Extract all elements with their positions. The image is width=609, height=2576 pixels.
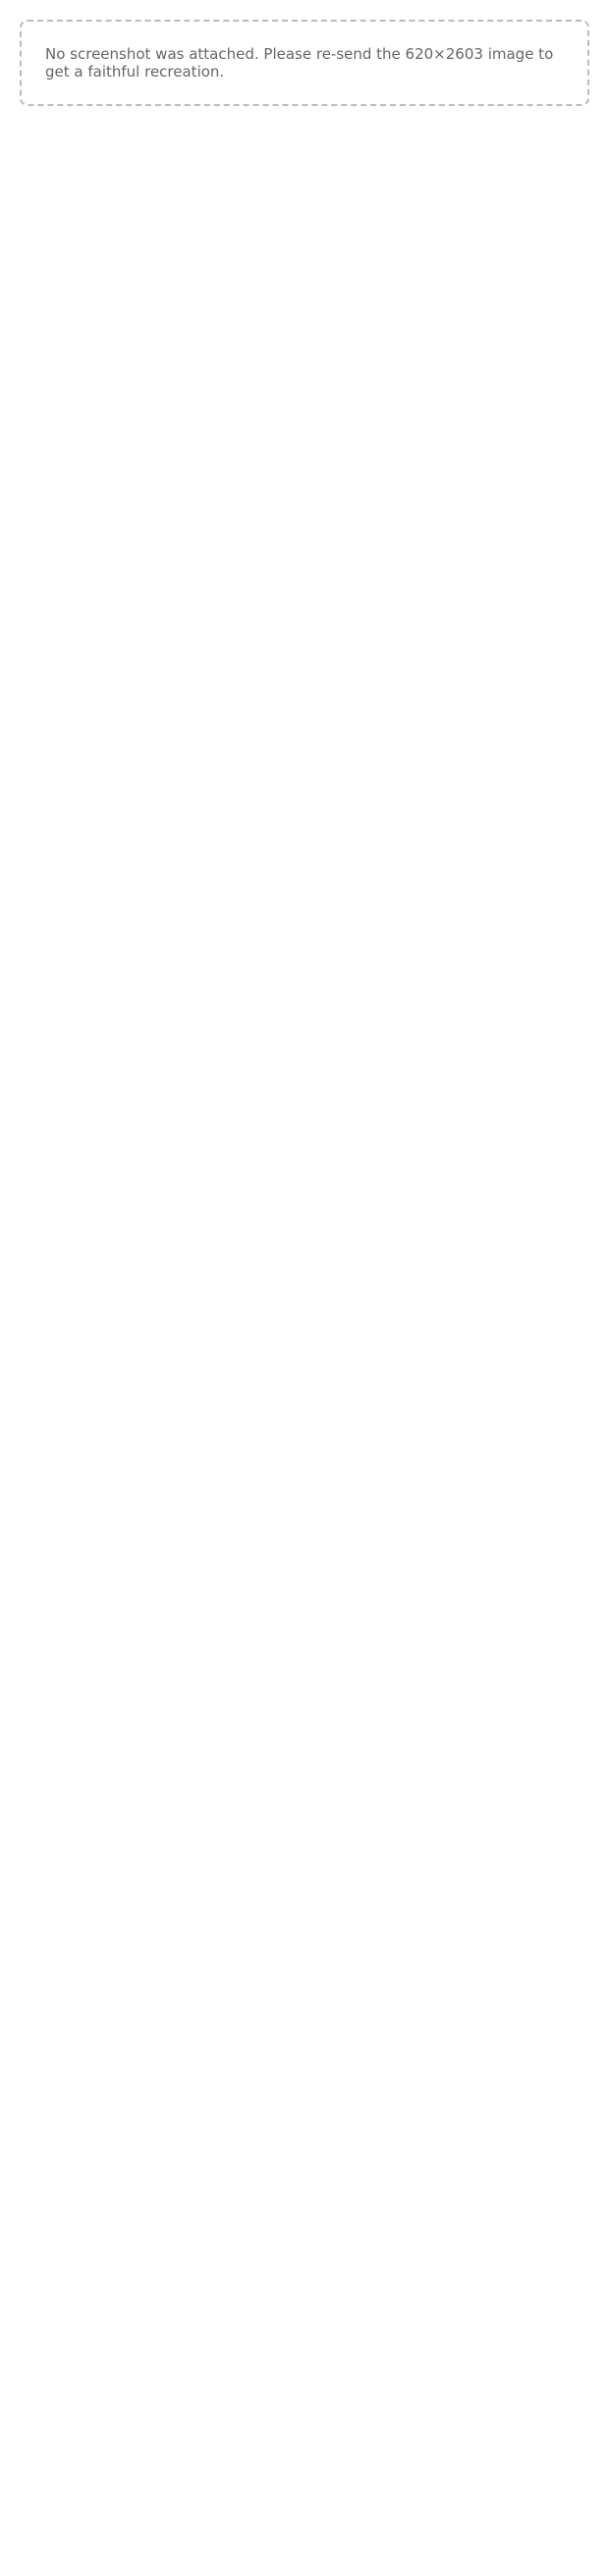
missing-image-message: No screenshot was attached. Please re-se…: [45, 45, 554, 81]
missing-image-notice: No screenshot was attached. Please re-se…: [20, 20, 589, 106]
